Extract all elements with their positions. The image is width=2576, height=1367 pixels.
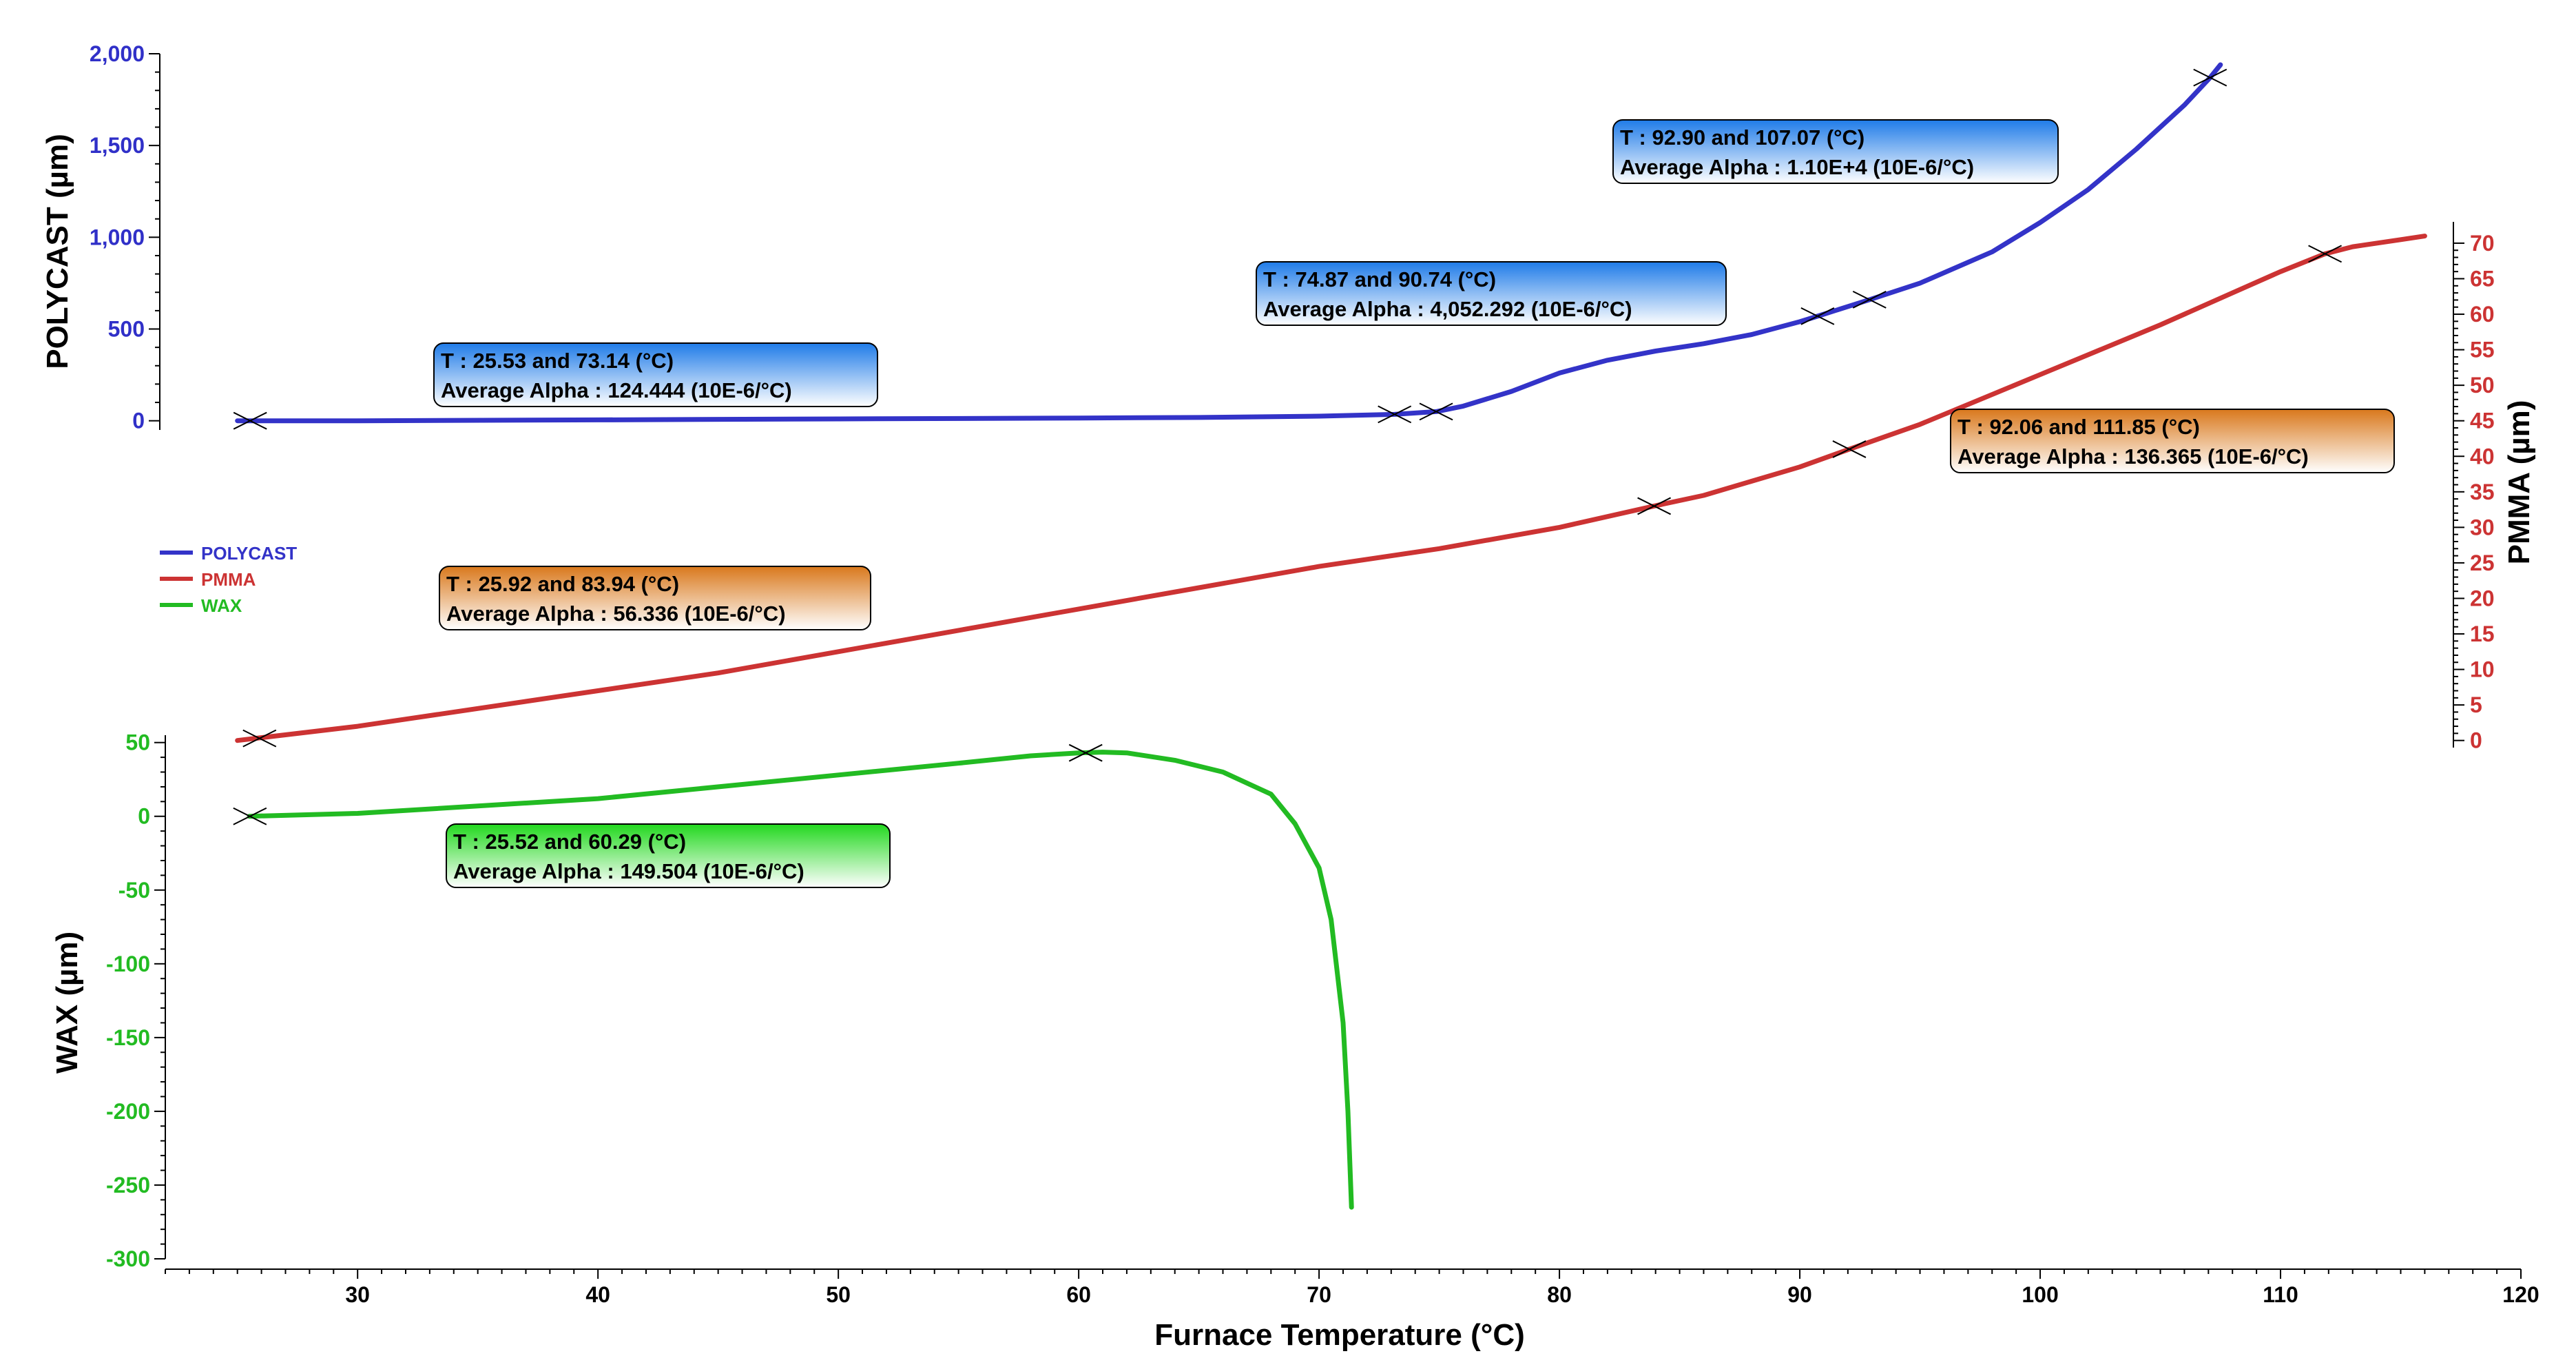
cursor-marker [1852, 291, 1887, 309]
annotation-line1: T : 25.52 and 60.29 (°C) [453, 830, 686, 854]
x-tick-label: 30 [345, 1282, 370, 1307]
x-tick-label: 70 [1307, 1282, 1331, 1307]
axes: 30 40 50 60 70 80 90 100 110 12005001,0001,5002,0… [90, 41, 2539, 1307]
cursor-marker [1068, 743, 1103, 762]
annotation-callout: T : 74.87 and 90.74 (°C) Average Alpha :… [1256, 261, 1727, 326]
wax-tick-label: -50 [118, 878, 150, 903]
annotation-callout: T : 92.90 and 107.07 (°C) Average Alpha … [1612, 119, 2059, 184]
pmma-tick-label: 0 [2470, 728, 2482, 753]
wax-tick-label: -200 [106, 1099, 150, 1124]
pmma-tick-label: 55 [2470, 338, 2495, 362]
pmma-tick-label: 35 [2470, 480, 2495, 504]
legend-label-polycast: POLYCAST [201, 543, 297, 564]
cursor-marker [1800, 307, 1835, 325]
polycast-tick-label: 0 [132, 409, 145, 433]
marker-layer [233, 68, 2343, 825]
pmma-tick-label: 25 [2470, 551, 2495, 575]
pmma-tick-label: 70 [2470, 231, 2495, 256]
series-line-wax [247, 750, 1354, 1210]
pmma-axis-title: PMMA (µm) [2502, 400, 2536, 565]
wax-tick-label: -100 [106, 952, 150, 976]
wax-tick-label: -250 [106, 1173, 150, 1198]
annotation-line2: Average Alpha : 136.365 (10E-6/°C) [1957, 444, 2309, 469]
pmma-tick-label: 65 [2470, 266, 2495, 291]
x-tick-label: 60 [1066, 1282, 1091, 1307]
wax-tick-label: 0 [138, 804, 150, 829]
annotation-line2: Average Alpha : 1.10E+4 (10E-6/°C) [1620, 155, 1974, 179]
pmma-tick-label: 40 [2470, 444, 2495, 469]
x-tick-label: 120 [2502, 1282, 2539, 1307]
cursor-marker [1832, 440, 1867, 458]
polycast-tick-label: 500 [108, 317, 145, 342]
annotation-line2: Average Alpha : 124.444 (10E-6/°C) [441, 378, 792, 402]
x-tick-label: 40 [585, 1282, 610, 1307]
series-line-polycast [235, 62, 2223, 424]
annotation-callout: T : 92.06 and 111.85 (°C) Average Alpha … [1950, 409, 2395, 473]
polycast-tick-label: 1,500 [90, 133, 145, 158]
x-axis-title: Furnace Temperature (°C) [1154, 1318, 1525, 1352]
legend-label-pmma: PMMA [201, 569, 256, 590]
pmma-tick-label: 50 [2470, 373, 2495, 398]
annotation-line1: T : 25.92 and 83.94 (°C) [446, 572, 679, 596]
cursor-marker [1637, 497, 1672, 515]
annotation-line1: T : 74.87 and 90.74 (°C) [1263, 267, 1496, 291]
annotation-callout: T : 25.52 and 60.29 (°C) Average Alpha :… [446, 823, 891, 888]
annotation-line2: Average Alpha : 56.336 (10E-6/°C) [446, 602, 786, 626]
legend: POLYCAST PMMA WAX [160, 543, 297, 616]
cursor-marker [2308, 245, 2343, 263]
pmma-tick-label: 30 [2470, 515, 2495, 539]
polycast-tick-label: 2,000 [90, 41, 145, 66]
annotation-line2: Average Alpha : 149.504 (10E-6/°C) [453, 859, 804, 883]
x-tick-label: 100 [2022, 1282, 2058, 1307]
pmma-tick-label: 45 [2470, 409, 2495, 433]
pmma-tick-label: 20 [2470, 586, 2495, 610]
cursor-marker [233, 807, 267, 825]
cursor-marker [242, 729, 277, 748]
x-tick-label: 110 [2263, 1282, 2298, 1307]
polycast-axis-title: POLYCAST (µm) [41, 134, 74, 369]
x-tick-label: 50 [826, 1282, 851, 1307]
annotation-line1: T : 92.06 and 111.85 (°C) [1957, 415, 2200, 439]
annotation-line1: T : 92.90 and 107.07 (°C) [1620, 125, 1865, 150]
cursor-marker [233, 411, 267, 430]
polycast-tick-label: 1,000 [90, 225, 145, 249]
wax-axis-title: WAX (µm) [50, 932, 84, 1073]
annotation-callout: T : 25.53 and 73.14 (°C) Average Alpha :… [433, 342, 878, 407]
annotation-line1: T : 25.53 and 73.14 (°C) [441, 349, 674, 373]
x-tick-label: 80 [1547, 1282, 1572, 1307]
annotation-callout: T : 25.92 and 83.94 (°C) Average Alpha :… [439, 566, 871, 630]
series-layer [235, 62, 2427, 1210]
legend-label-wax: WAX [201, 595, 242, 616]
x-tick-label: 90 [1787, 1282, 1812, 1307]
pmma-tick-label: 60 [2470, 302, 2495, 327]
cursor-marker [2193, 68, 2227, 87]
cursor-marker [1378, 405, 1412, 424]
pmma-tick-label: 10 [2470, 657, 2495, 682]
pmma-tick-label: 5 [2470, 692, 2482, 717]
wax-tick-label: -300 [106, 1246, 150, 1271]
annotation-line2: Average Alpha : 4,052.292 (10E-6/°C) [1263, 297, 1632, 321]
wax-tick-label: 50 [125, 730, 150, 755]
wax-tick-label: -150 [106, 1025, 150, 1050]
cursor-marker [1419, 402, 1453, 421]
pmma-tick-label: 15 [2470, 621, 2495, 646]
